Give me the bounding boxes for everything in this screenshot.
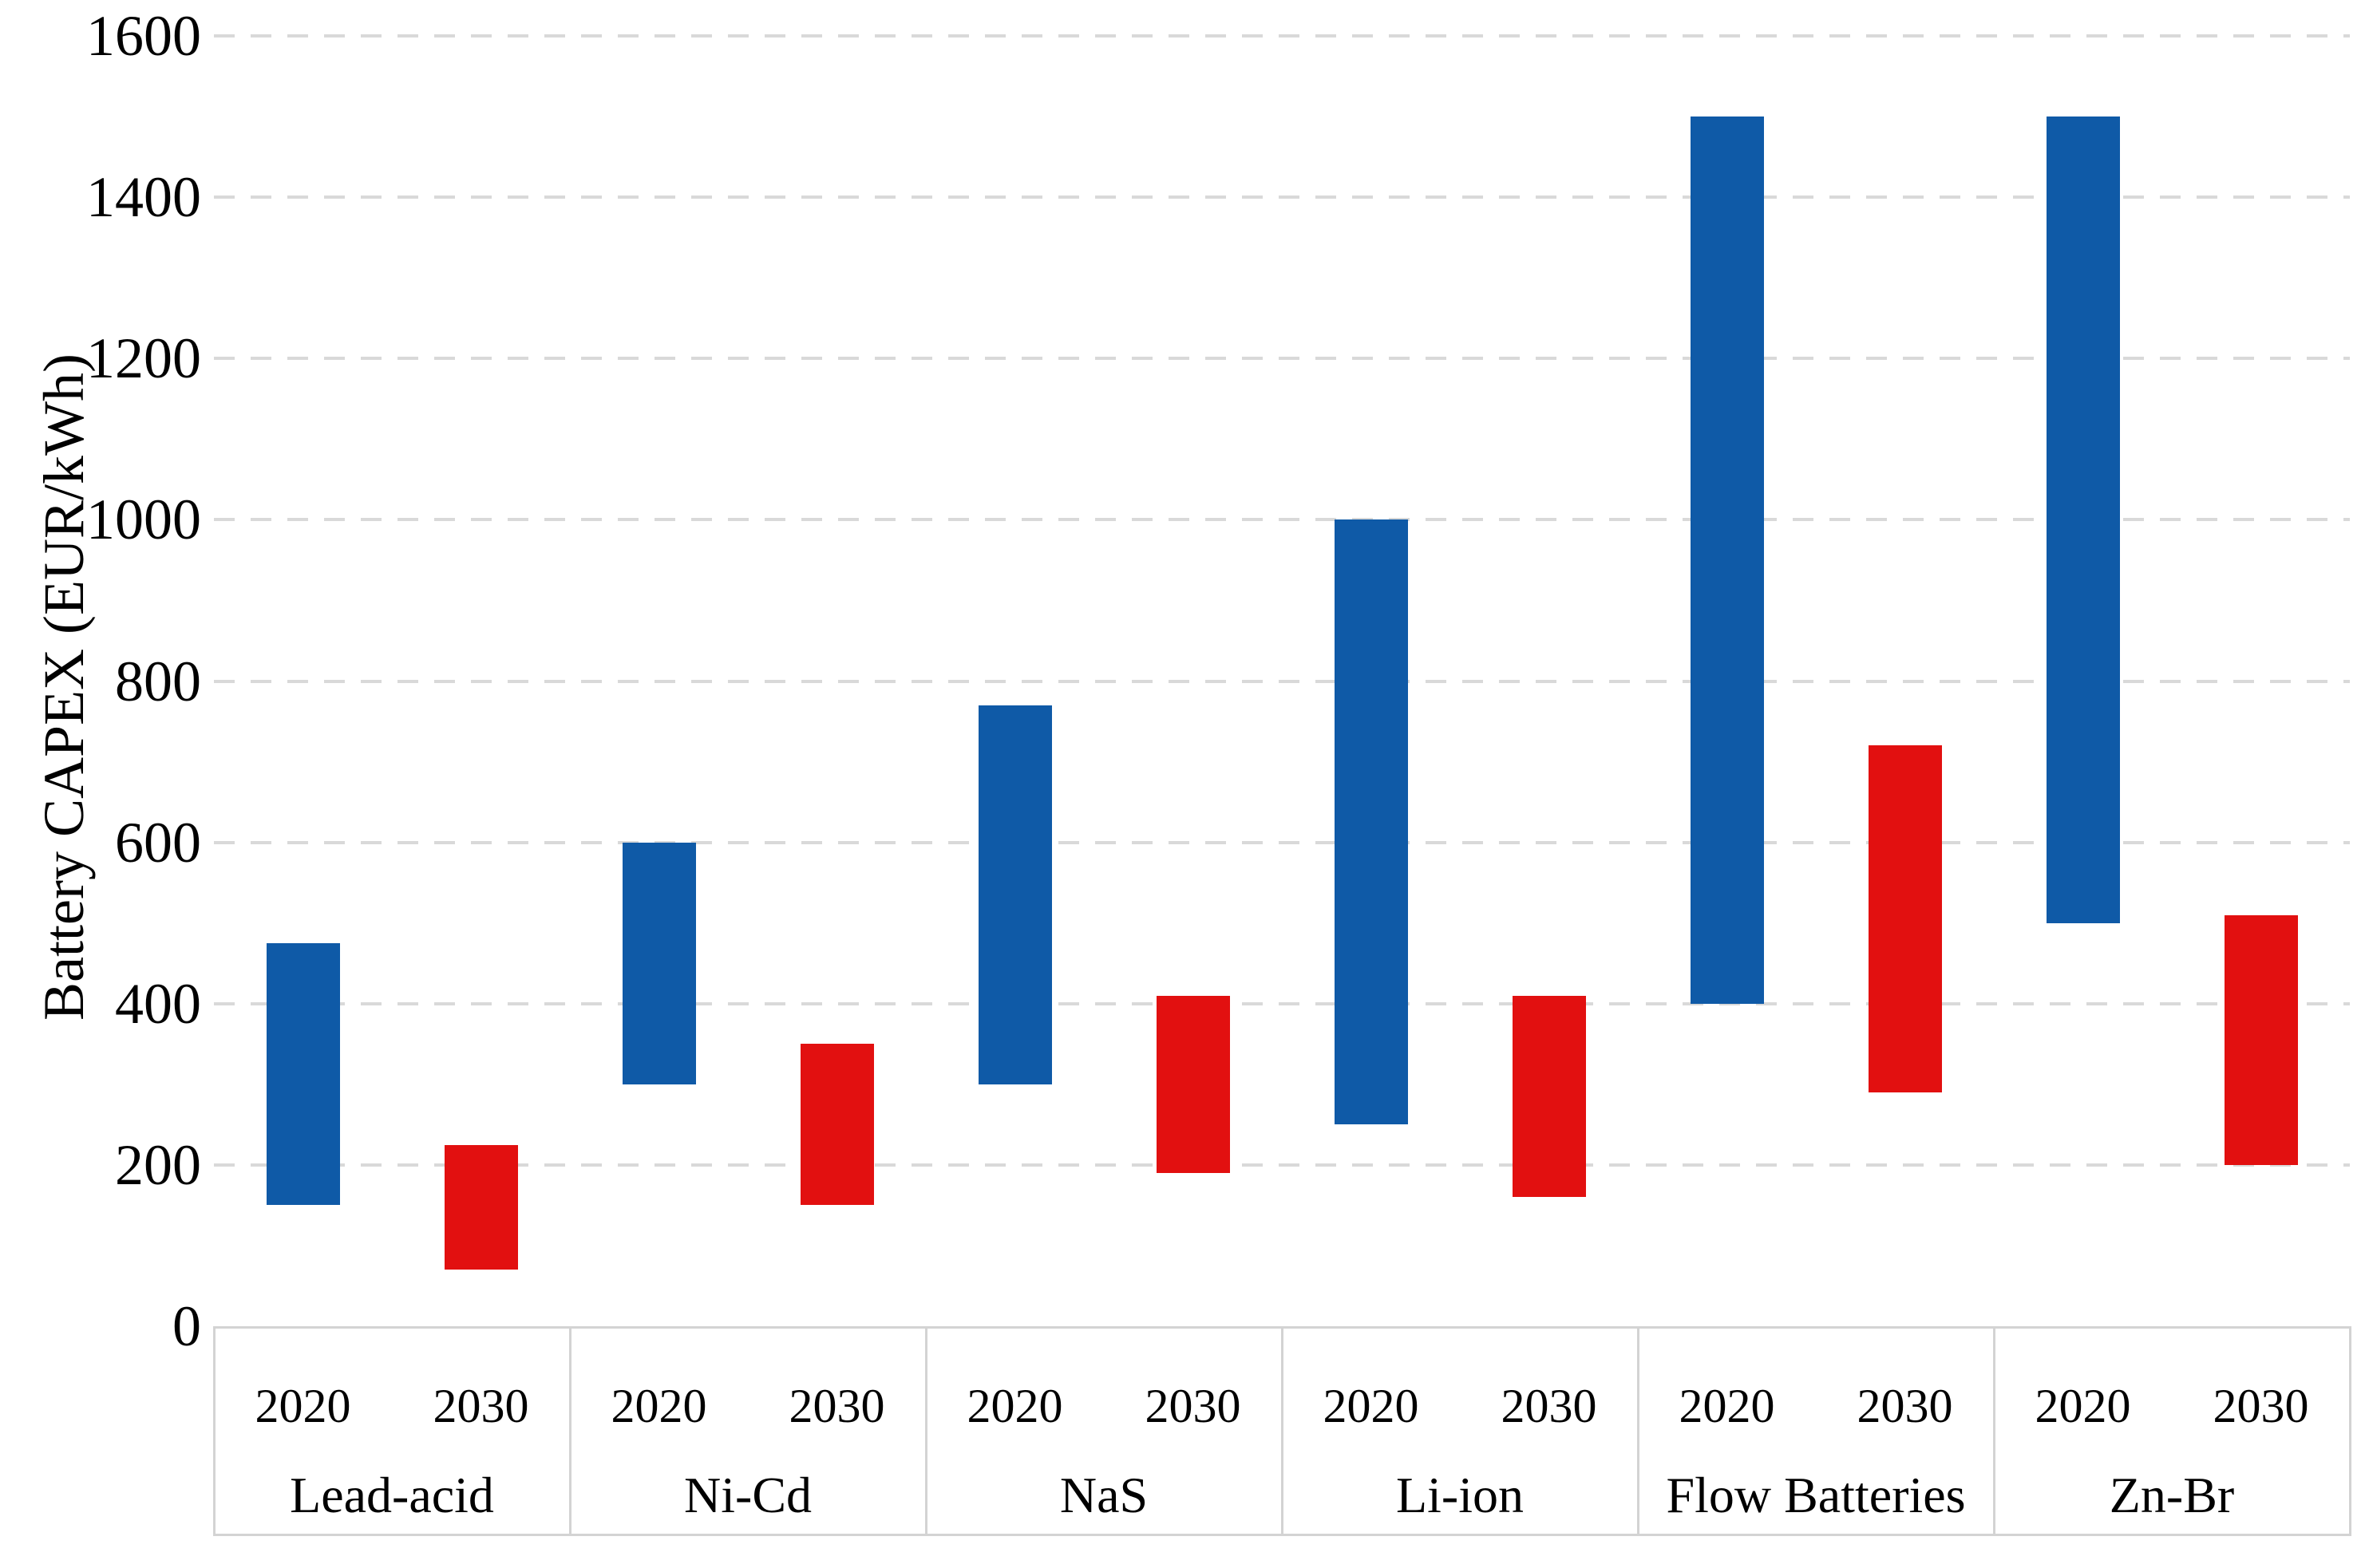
gridline-800 xyxy=(214,679,2350,683)
gridline-1400 xyxy=(214,196,2350,199)
bar-2020-nas xyxy=(978,705,1052,1084)
bar-2030-nas xyxy=(1156,995,1230,1173)
category-separator-5 xyxy=(1992,1326,1995,1536)
y-tick-label-0: 0 xyxy=(172,1294,201,1358)
x-axis-year-label-2030-li-ion: 2030 xyxy=(1501,1380,1597,1432)
gridline-1200 xyxy=(214,357,2350,361)
gridline-1600 xyxy=(214,34,2350,38)
category-separator-6 xyxy=(2348,1326,2351,1536)
gridline-400 xyxy=(214,1001,2350,1005)
x-axis-year-label-2020-flow-batteries: 2020 xyxy=(1679,1380,1775,1432)
bar-2020-flow-batteries xyxy=(1690,117,1764,1004)
y-tick-label-400: 400 xyxy=(115,971,201,1036)
x-axis-year-label-2020-ni-cd: 2020 xyxy=(611,1380,707,1432)
bar-2020-ni-cd xyxy=(622,842,696,1084)
y-tick-label-1000: 1000 xyxy=(86,488,201,552)
category-separator-0 xyxy=(212,1326,216,1536)
bar-2030-li-ion xyxy=(1512,995,1586,1198)
x-axis-category-label-flow-batteries: Flow Batteries xyxy=(1666,1467,1966,1523)
y-tick-label-1200: 1200 xyxy=(86,326,201,391)
y-tick-label-800: 800 xyxy=(115,649,201,713)
category-separator-2 xyxy=(924,1326,927,1536)
x-axis-category-label-li-ion: Li-ion xyxy=(1396,1467,1524,1523)
bar-2030-ni-cd xyxy=(800,1044,874,1206)
bar-2020-li-ion xyxy=(1334,519,1408,1125)
category-separator-4 xyxy=(1636,1326,1639,1536)
x-axis-year-label-2020-lead-acid: 2020 xyxy=(255,1380,351,1432)
x-axis-year-label-2030-ni-cd: 2030 xyxy=(789,1380,885,1432)
bar-2020-zn-br xyxy=(2046,117,2120,923)
x-axis-year-label-2030-zn-br: 2030 xyxy=(2213,1380,2309,1432)
x-axis-year-label-2020-li-ion: 2020 xyxy=(1323,1380,1419,1432)
x-axis-category-label-ni-cd: Ni-Cd xyxy=(684,1467,812,1523)
y-tick-label-1600: 1600 xyxy=(86,4,201,68)
bar-2030-lead-acid xyxy=(444,1144,518,1270)
y-tick-label-1400: 1400 xyxy=(86,165,201,230)
bar-2030-zn-br xyxy=(2224,914,2298,1165)
y-tick-label-600: 600 xyxy=(115,810,201,875)
x-axis-category-label-zn-br: Zn-Br xyxy=(2109,1467,2235,1523)
x-axis-year-label-2030-flow-batteries: 2030 xyxy=(1857,1380,1953,1432)
gridline-600 xyxy=(214,840,2350,844)
x-axis-year-label-2020-zn-br: 2020 xyxy=(2035,1380,2131,1432)
x-axis-year-label-2020-nas: 2020 xyxy=(967,1380,1063,1432)
gridline-1000 xyxy=(214,518,2350,522)
x-axis-year-label-2030-nas: 2030 xyxy=(1145,1380,1241,1432)
category-separator-1 xyxy=(568,1326,571,1536)
gridline-200 xyxy=(214,1163,2350,1167)
bar-2030-flow-batteries xyxy=(1868,745,1942,1092)
y-tick-label-200: 200 xyxy=(115,1132,201,1197)
x-axis-year-label-2030-lead-acid: 2030 xyxy=(433,1380,529,1432)
x-axis-category-label-lead-acid: Lead-acid xyxy=(290,1467,494,1523)
x-axis-category-label-nas: NaS xyxy=(1059,1467,1149,1523)
category-separator-3 xyxy=(1280,1326,1283,1536)
bar-2020-lead-acid xyxy=(266,942,340,1206)
